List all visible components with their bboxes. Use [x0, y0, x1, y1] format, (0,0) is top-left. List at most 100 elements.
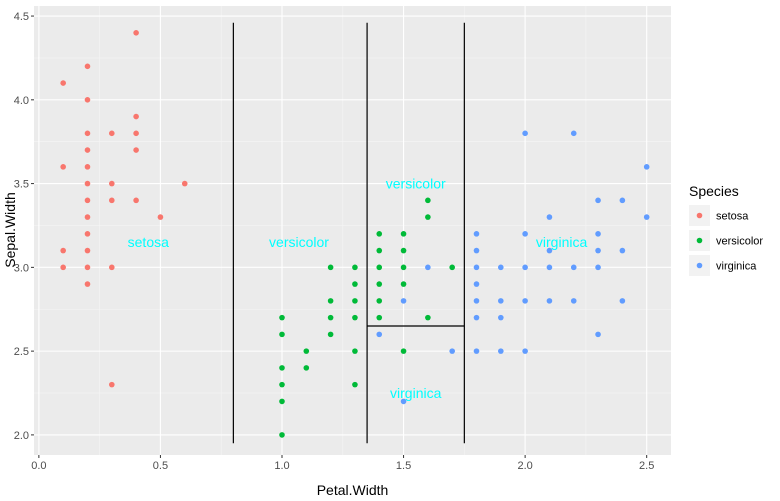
- point-versicolor: [327, 264, 334, 271]
- point-virginica: [595, 264, 601, 271]
- point-virginica: [473, 298, 480, 304]
- legend-label-versicolor: versicolor: [716, 236, 763, 248]
- point-setosa: [109, 180, 115, 187]
- point-virginica: [522, 348, 528, 354]
- point-virginica: [643, 164, 650, 170]
- point-virginica: [473, 348, 480, 354]
- point-virginica: [570, 130, 577, 137]
- point-versicolor: [279, 314, 285, 321]
- point-setosa: [133, 147, 139, 153]
- point-versicolor: [279, 432, 285, 438]
- point-virginica: [570, 264, 577, 271]
- x-axis-title: Petal.Width: [317, 482, 389, 498]
- point-versicolor: [279, 365, 285, 371]
- point-versicolor: [279, 398, 285, 405]
- point-versicolor: [376, 298, 383, 304]
- point-virginica: [400, 398, 407, 405]
- y-axis: 2.0 2.5 3.0 3.5 4.0 4.5: [14, 11, 34, 442]
- region-annotation: virginica: [390, 385, 442, 401]
- point-virginica: [595, 247, 601, 254]
- point-versicolor: [376, 281, 383, 287]
- x-tick-label: 0.5: [153, 460, 168, 472]
- legend-key-setosa: [696, 212, 703, 219]
- point-virginica: [473, 264, 480, 271]
- point-setosa: [84, 214, 91, 220]
- legend-label-setosa: setosa: [716, 211, 749, 223]
- y-tick-label: 4.0: [14, 95, 29, 107]
- point-versicolor: [352, 264, 358, 271]
- point-virginica: [425, 264, 431, 271]
- point-versicolor: [425, 314, 431, 321]
- partition-lines: [232, 22, 465, 444]
- point-virginica: [498, 348, 504, 354]
- point-versicolor: [425, 197, 431, 204]
- point-virginica: [522, 130, 528, 137]
- point-virginica: [473, 281, 480, 287]
- point-versicolor: [327, 298, 334, 304]
- point-virginica: [619, 298, 626, 304]
- point-virginica: [643, 214, 650, 220]
- x-tick-label: 2.0: [517, 460, 532, 472]
- point-setosa: [133, 113, 139, 120]
- point-versicolor: [303, 348, 310, 354]
- point-setosa: [84, 164, 91, 170]
- point-virginica: [376, 331, 383, 338]
- point-versicolor: [352, 281, 358, 287]
- y-tick-label: 4.5: [14, 11, 29, 23]
- point-virginica: [400, 298, 407, 304]
- point-virginica: [570, 298, 577, 304]
- region-annotation: virginica: [536, 234, 588, 250]
- legend-label-virginica: virginica: [716, 261, 757, 273]
- point-virginica: [546, 247, 553, 254]
- point-versicolor: [425, 214, 431, 220]
- point-versicolor: [449, 264, 455, 271]
- point-setosa: [109, 381, 115, 388]
- point-virginica: [473, 247, 480, 254]
- point-setosa: [84, 264, 91, 271]
- point-setosa: [84, 281, 91, 287]
- legend: Species setosa versicolor virginica: [689, 183, 763, 276]
- x-tick-label: 2.5: [639, 460, 654, 472]
- point-versicolor: [352, 348, 358, 354]
- minor-gridlines: [34, 6, 671, 455]
- point-setosa: [84, 180, 91, 187]
- point-setosa: [109, 130, 115, 137]
- point-setosa: [133, 130, 139, 137]
- point-versicolor: [327, 314, 334, 321]
- point-setosa: [109, 264, 115, 271]
- point-versicolor: [376, 247, 383, 254]
- point-versicolor: [400, 281, 407, 287]
- point-setosa: [133, 197, 139, 204]
- point-virginica: [546, 264, 553, 271]
- point-versicolor: [352, 314, 358, 321]
- point-virginica: [522, 298, 528, 304]
- x-tick-label: 0.0: [31, 460, 46, 472]
- point-versicolor: [279, 381, 285, 388]
- point-virginica: [546, 298, 553, 304]
- point-versicolor: [400, 264, 407, 271]
- region-annotations: setosa versicolor versicolor virginica virgi…: [128, 176, 588, 401]
- legend-title: Species: [689, 183, 739, 199]
- point-virginica: [449, 348, 455, 354]
- legend-key-versicolor: [696, 237, 703, 244]
- point-virginica: [498, 264, 504, 271]
- point-versicolor: [400, 231, 407, 237]
- data-points: [60, 30, 650, 438]
- point-setosa: [60, 247, 66, 254]
- panel-background: [34, 6, 671, 455]
- region-annotation: versicolor: [269, 234, 329, 250]
- y-tick-label: 2.5: [14, 346, 29, 358]
- point-versicolor: [303, 365, 310, 371]
- point-setosa: [84, 147, 91, 153]
- point-setosa: [84, 247, 91, 254]
- region-annotation: versicolor: [386, 176, 446, 192]
- point-setosa: [60, 264, 66, 271]
- point-virginica: [595, 331, 601, 338]
- point-versicolor: [352, 381, 358, 388]
- point-versicolor: [376, 264, 383, 271]
- y-tick-label: 2.0: [14, 430, 29, 442]
- point-virginica: [473, 314, 480, 321]
- point-setosa: [84, 197, 91, 204]
- point-virginica: [619, 197, 626, 204]
